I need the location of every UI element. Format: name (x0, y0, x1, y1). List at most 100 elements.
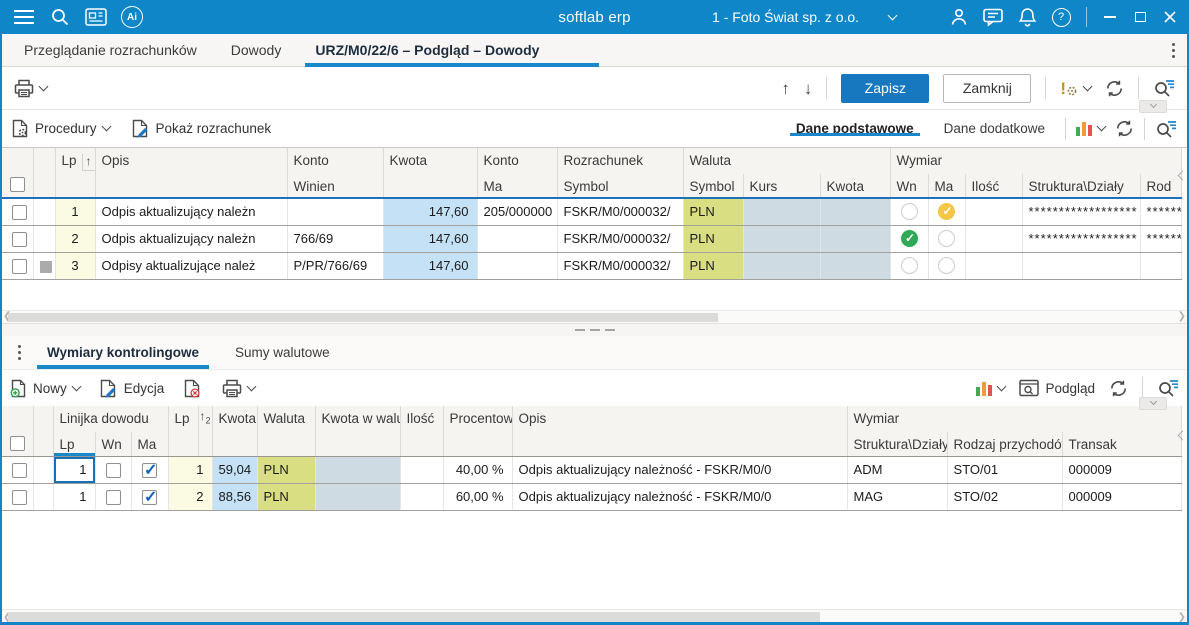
wn-checkbox[interactable] (105, 462, 121, 478)
cell-struktura[interactable]: ADM (847, 456, 948, 484)
save-button[interactable]: Zapisz (841, 73, 930, 103)
cell-ilosc[interactable] (965, 252, 1023, 280)
company-selector[interactable]: 1 - Foto Świat sp. z o.o. (712, 0, 898, 34)
wn-radio[interactable] (900, 203, 918, 221)
select-all-checkbox[interactable] (10, 177, 25, 192)
col-header-linijka-lp[interactable]: Lp (53, 432, 96, 457)
row-select-cell[interactable] (0, 225, 34, 253)
scroll-left-icon[interactable]: ❮ (3, 312, 11, 322)
row-select-cell[interactable] (0, 252, 34, 280)
ma-radio[interactable] (938, 230, 955, 248)
row-select-cell[interactable] (0, 483, 34, 511)
col-header-kwota-w-walucie[interactable]: Kwota w waluci (315, 406, 401, 457)
cell-kurs[interactable] (743, 225, 821, 253)
cell-ma[interactable] (928, 197, 966, 226)
cell-linijka-ma[interactable] (131, 483, 169, 511)
wn-radio[interactable] (900, 257, 918, 275)
ai-assistant-icon[interactable]: Ai (114, 0, 150, 34)
cell-waluta-symbol[interactable]: PLN (683, 252, 744, 280)
tab-wymiary-kontrolingowe[interactable]: Wymiary kontrolingowe (37, 336, 210, 369)
col-header-linijka-wn[interactable]: Wn (95, 432, 132, 457)
col-header-procentowo[interactable]: Procentowo (443, 406, 513, 457)
tab-przegladanie-rozrachunkow[interactable]: Przeglądanie rozrachunków (24, 42, 197, 58)
cell-lp[interactable]: 1 (55, 197, 96, 226)
col-header-symbol[interactable]: Symbol (557, 174, 684, 199)
bottom-panel-menu[interactable] (10, 336, 37, 369)
refresh-dimensions-button[interactable] (1109, 379, 1128, 398)
col-header-konto-ma[interactable]: Konto (477, 148, 558, 174)
col-header-kwota[interactable]: Kwota (212, 406, 258, 457)
col-header-rodzaj-przychodow[interactable]: Rodzaj przychodów (947, 432, 1063, 457)
col-header-kwota[interactable]: Kwota (383, 148, 478, 199)
scroll-right-icon[interactable]: ❯ (1177, 311, 1186, 322)
cell-kwota[interactable]: 88,56 (212, 483, 258, 511)
hscroll-thumb[interactable] (8, 612, 820, 623)
news-icon[interactable] (78, 0, 114, 34)
select-all-header[interactable] (0, 406, 34, 457)
cell-linijka-ma[interactable] (131, 456, 169, 484)
close-document-button[interactable]: Zamknij (943, 73, 1032, 103)
ma-checkbox[interactable] (142, 460, 157, 480)
tab-urz-podglad-dowody[interactable]: URZ/M0/22/6 – Podgląd – Dowody (305, 34, 600, 67)
delete-button[interactable] (184, 379, 202, 398)
cell-rodzaj[interactable]: ******** (1140, 197, 1182, 226)
search-grid-button[interactable] (1155, 119, 1177, 139)
select-all-checkbox[interactable] (10, 435, 25, 451)
row-checkbox[interactable] (12, 462, 27, 478)
cell-wn[interactable] (890, 252, 929, 280)
cell-transakcja[interactable]: 000009 (1062, 483, 1182, 511)
move-down-button[interactable]: ↓ (803, 78, 813, 98)
ma-radio[interactable] (938, 257, 955, 275)
cell-ilosc[interactable] (965, 197, 1023, 226)
scroll-left-icon[interactable]: ❮ (3, 612, 11, 623)
cell-procentowo[interactable]: 40,00 % (443, 456, 513, 484)
col-header-waluta[interactable]: Waluta (257, 406, 316, 457)
cell-rodzaj[interactable]: ******** (1140, 225, 1182, 253)
cell-kurs[interactable] (743, 197, 821, 226)
tab-sumy-walutowe[interactable]: Sumy walutowe (235, 345, 330, 360)
refresh-grid-button[interactable] (1115, 119, 1134, 138)
col-header-waluta-kwota[interactable]: Kwota (820, 174, 891, 199)
tab-dowody[interactable]: Dowody (230, 42, 282, 58)
expand-toolbar-button[interactable] (1139, 397, 1167, 410)
cell-opis[interactable]: Odpis aktualizujący należn (95, 197, 288, 226)
col-header-ma[interactable]: Ma (477, 174, 558, 199)
cell-lp[interactable]: 2 (55, 225, 96, 253)
cell-kurs[interactable] (743, 252, 821, 280)
panel-splitter[interactable] (0, 323, 1189, 336)
cell-waluta-symbol[interactable]: PLN (683, 225, 744, 253)
col-header-struktura[interactable]: Struktura\Działy (1022, 174, 1141, 199)
col-header-sort[interactable]: ↑2 (198, 406, 213, 457)
cell-kwota-w-walucie[interactable] (315, 483, 401, 511)
col-header-konto-winien[interactable]: Konto (287, 148, 384, 174)
col-header-struktura[interactable]: Struktura\Działy (847, 432, 948, 457)
col-header-ilosc[interactable]: Ilość (965, 174, 1023, 199)
row-checkbox[interactable] (12, 204, 27, 220)
cell-kwota[interactable]: 59,04 (212, 456, 258, 484)
cell-rozrachunek[interactable]: FSKR/M0/000032/ (557, 252, 684, 280)
cell-ilosc[interactable] (400, 456, 444, 484)
cell-kwota[interactable]: 147,60 (383, 197, 478, 226)
cell-rozrachunek[interactable]: FSKR/M0/000032/ (557, 197, 684, 226)
ma-checkbox[interactable] (142, 487, 157, 507)
cell-konto-ma[interactable] (477, 252, 558, 280)
row-checkbox[interactable] (12, 231, 27, 247)
hamburger-menu-icon[interactable] (6, 0, 42, 34)
tabbar-more-menu[interactable] (1172, 34, 1175, 66)
cell-kwota[interactable]: 147,60 (383, 252, 478, 280)
row-checkbox[interactable] (12, 258, 27, 274)
cell-struktura[interactable]: ****************** (1022, 225, 1141, 253)
select-all-header[interactable] (0, 148, 34, 199)
cell-opis[interactable]: Odpis aktualizujący należność - FSKR/M0/… (512, 483, 848, 511)
cell-opis[interactable]: Odpisy aktualizujące należ (95, 252, 288, 280)
notifications-bell-icon[interactable] (1010, 0, 1044, 34)
cell-ma[interactable] (928, 225, 966, 253)
cell-waluta[interactable]: PLN (257, 483, 316, 511)
col-header-rozrachunek[interactable]: Rozrachunek (557, 148, 684, 174)
collapse-side-panel-button[interactable] (1177, 166, 1188, 184)
cell-ma[interactable] (928, 252, 966, 280)
cell-konto-ma[interactable]: 205/000000 (477, 197, 558, 226)
cell-ilosc[interactable] (965, 225, 1023, 253)
col-header-linijka-ma[interactable]: Ma (131, 432, 169, 457)
procedures-button[interactable]: Procedury (12, 119, 111, 138)
